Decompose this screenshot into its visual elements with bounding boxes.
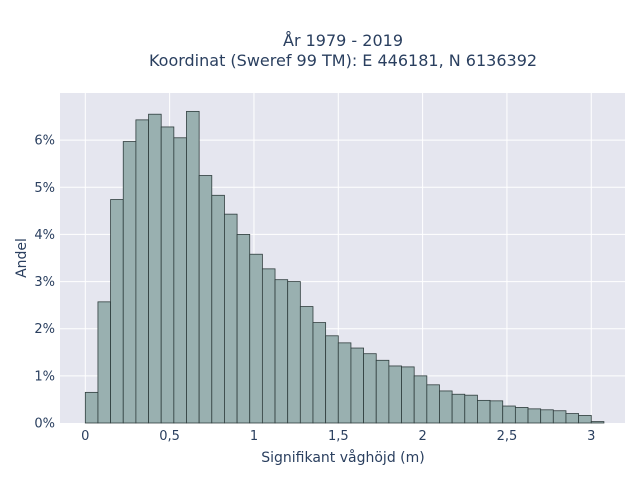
y-ticks: 0% 1% 2% 3% 4% 5% 6%	[34, 134, 55, 432]
histogram-bar	[274, 279, 289, 424]
histogram-bar	[401, 366, 415, 424]
histogram-bar	[173, 137, 187, 424]
histogram-bar	[514, 407, 529, 424]
histogram-bar	[388, 365, 402, 424]
histogram-bar	[299, 306, 314, 424]
histogram-bar	[540, 409, 554, 424]
histogram-bar	[477, 399, 491, 424]
histogram-bar	[287, 281, 301, 424]
y-tick-label: 2%	[34, 322, 55, 337]
histogram-bar	[413, 375, 428, 424]
histogram-bar	[451, 393, 466, 424]
histogram-bar	[84, 391, 99, 424]
histogram-bar	[249, 253, 263, 424]
bars	[84, 110, 605, 424]
histogram-bar	[148, 113, 162, 424]
x-tick-label: 0,5	[159, 429, 180, 444]
y-tick-label: 0%	[34, 417, 55, 432]
histogram-bar	[363, 353, 377, 424]
histogram-bar	[439, 390, 453, 424]
histogram-bar	[110, 199, 124, 424]
y-tick-label: 6%	[34, 134, 55, 149]
chart-subtitle: Koordinat (Sweref 99 TM): E 446181, N 61…	[149, 51, 537, 70]
x-tick-label: 0	[81, 429, 89, 444]
histogram-bar	[211, 194, 225, 424]
histogram-bar	[198, 175, 213, 424]
x-tick-label: 2,5	[497, 429, 518, 444]
x-tick-label: 1	[250, 429, 258, 444]
histogram-bar	[578, 415, 592, 424]
histogram-bar	[186, 110, 200, 424]
histogram-bar	[527, 408, 542, 424]
histogram-bar	[135, 119, 149, 424]
histogram-bar	[224, 213, 238, 424]
y-tick-label: 5%	[34, 181, 55, 196]
histogram-bar	[464, 394, 478, 424]
chart-title: År 1979 - 2019	[283, 31, 403, 50]
y-axis-title: Andel	[14, 238, 30, 278]
histogram-bar	[350, 347, 364, 424]
histogram-bar	[97, 301, 111, 424]
histogram-bar	[325, 335, 339, 424]
histogram-bar	[426, 384, 440, 424]
x-tick-label: 2	[418, 429, 426, 444]
histogram-bar	[552, 410, 567, 424]
x-tick-label: 3	[587, 429, 595, 444]
histogram-bar	[261, 268, 276, 424]
histogram-bar	[590, 421, 605, 424]
histogram-bar	[122, 141, 137, 424]
histogram-bar	[236, 234, 251, 424]
histogram-bar	[312, 322, 327, 424]
y-tick-label: 1%	[34, 369, 55, 384]
y-tick-label: 3%	[34, 275, 55, 290]
histogram-bar	[502, 405, 516, 424]
histogram-bar	[489, 400, 504, 424]
x-ticks: 0 0,5 1 1,5 2 2,5 3	[81, 429, 595, 444]
x-axis-title: Signifikant våghöjd (m)	[261, 449, 424, 466]
histogram-bar	[160, 126, 175, 424]
histogram-bar	[565, 413, 580, 424]
y-tick-label: 4%	[34, 228, 55, 243]
x-tick-label: 1,5	[328, 429, 349, 444]
histogram-bar	[375, 359, 390, 424]
histogram-bar	[337, 342, 352, 424]
